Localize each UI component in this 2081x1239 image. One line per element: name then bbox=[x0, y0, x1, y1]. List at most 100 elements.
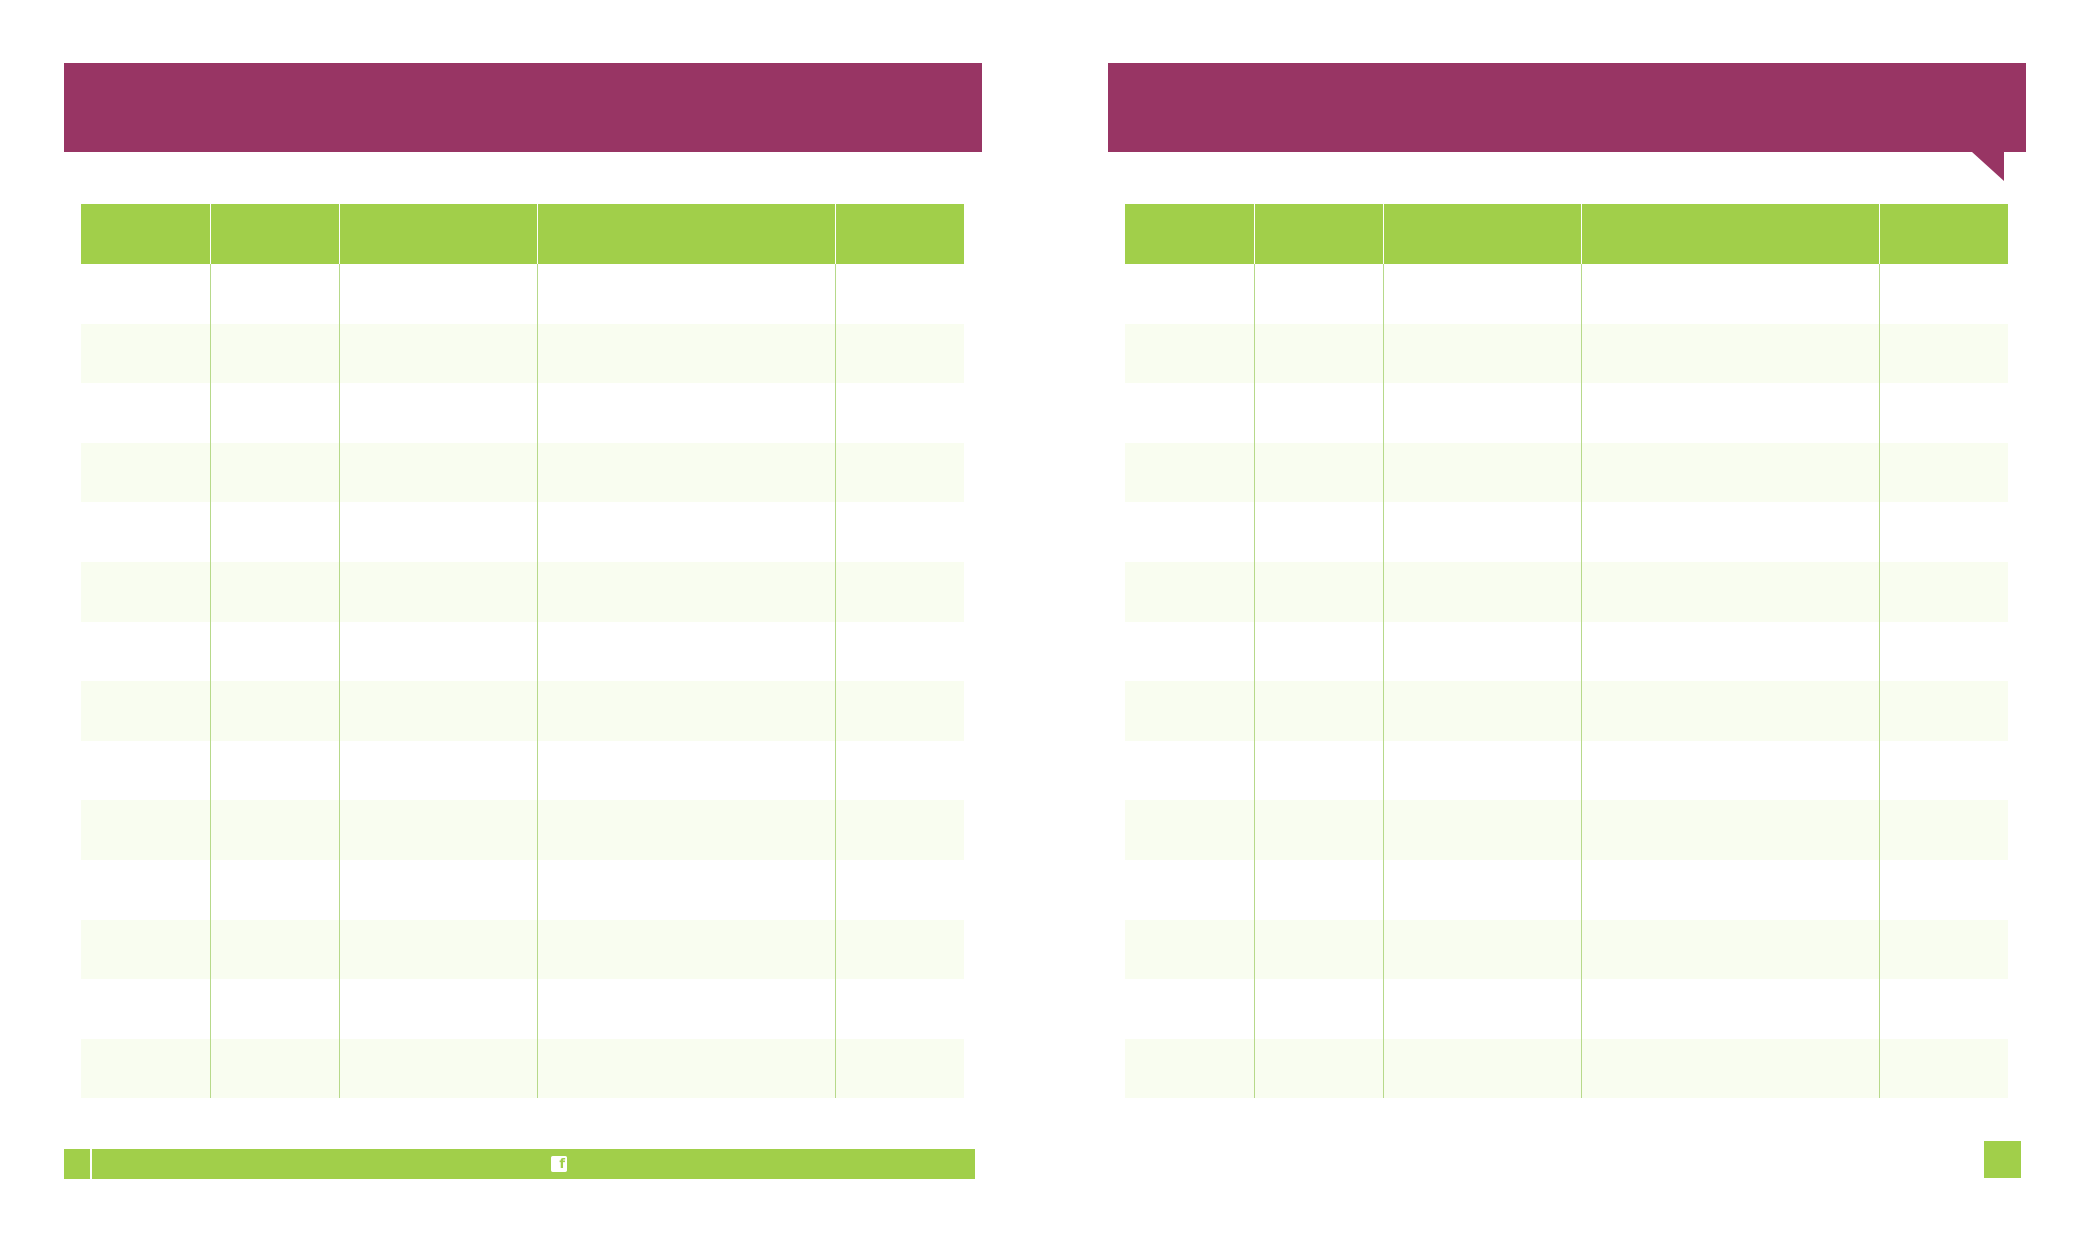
table-cell[interactable] bbox=[536, 740, 835, 801]
table-cell[interactable] bbox=[1253, 323, 1383, 384]
table-cell[interactable] bbox=[1382, 800, 1581, 860]
table-cell[interactable] bbox=[536, 383, 835, 443]
table-cell[interactable] bbox=[834, 621, 964, 682]
table-cell[interactable] bbox=[536, 323, 835, 384]
table-cell[interactable] bbox=[1253, 383, 1383, 443]
table-cell[interactable] bbox=[338, 919, 537, 980]
table-cell[interactable] bbox=[1125, 323, 1254, 384]
table-cell[interactable] bbox=[209, 323, 339, 384]
table-cell[interactable] bbox=[1253, 919, 1383, 980]
table-cell[interactable] bbox=[1382, 502, 1581, 562]
table-cell[interactable] bbox=[338, 740, 537, 801]
table-cell[interactable] bbox=[1580, 502, 1879, 562]
table-cell[interactable] bbox=[1878, 740, 2008, 801]
table-cell[interactable] bbox=[209, 859, 339, 920]
table-cell[interactable] bbox=[536, 561, 835, 622]
table-cell[interactable] bbox=[1253, 502, 1383, 562]
table-cell[interactable] bbox=[536, 264, 835, 324]
table-cell[interactable] bbox=[81, 502, 210, 562]
table-cell[interactable] bbox=[1580, 740, 1879, 801]
table-cell[interactable] bbox=[834, 800, 964, 860]
table-cell[interactable] bbox=[1382, 442, 1581, 503]
table-cell[interactable] bbox=[1878, 859, 2008, 920]
table-cell[interactable] bbox=[209, 442, 339, 503]
table-cell[interactable] bbox=[1580, 681, 1879, 741]
table-cell[interactable] bbox=[1382, 1038, 1581, 1099]
table-cell[interactable] bbox=[1580, 442, 1879, 503]
table-cell[interactable] bbox=[536, 979, 835, 1039]
table-cell[interactable] bbox=[338, 383, 537, 443]
table-cell[interactable] bbox=[834, 859, 964, 920]
table-cell[interactable] bbox=[834, 264, 964, 324]
table-cell[interactable] bbox=[1878, 323, 2008, 384]
table-cell[interactable] bbox=[1580, 1038, 1879, 1099]
table-cell[interactable] bbox=[1878, 979, 2008, 1039]
table-cell[interactable] bbox=[536, 502, 835, 562]
table-cell[interactable] bbox=[1878, 1038, 2008, 1099]
table-cell[interactable] bbox=[209, 740, 339, 801]
table-cell[interactable] bbox=[834, 740, 964, 801]
table-cell[interactable] bbox=[1253, 621, 1383, 682]
table-cell[interactable] bbox=[1253, 561, 1383, 622]
table-cell[interactable] bbox=[1253, 1038, 1383, 1099]
table-cell[interactable] bbox=[1580, 264, 1879, 324]
table-cell[interactable] bbox=[1382, 323, 1581, 384]
table-cell[interactable] bbox=[834, 442, 964, 503]
table-cell[interactable] bbox=[1382, 979, 1581, 1039]
table-cell[interactable] bbox=[1580, 859, 1879, 920]
table-cell[interactable] bbox=[1125, 561, 1254, 622]
table-cell[interactable] bbox=[834, 323, 964, 384]
table-cell[interactable] bbox=[1878, 681, 2008, 741]
table-cell[interactable] bbox=[1253, 859, 1383, 920]
table-cell[interactable] bbox=[834, 383, 964, 443]
table-cell[interactable] bbox=[338, 442, 537, 503]
table-cell[interactable] bbox=[81, 561, 210, 622]
table-cell[interactable] bbox=[81, 860, 210, 920]
table-cell[interactable] bbox=[209, 681, 339, 741]
table-cell[interactable] bbox=[1878, 442, 2008, 503]
table-cell[interactable] bbox=[1125, 383, 1254, 443]
table-cell[interactable] bbox=[1382, 264, 1581, 324]
table-cell[interactable] bbox=[209, 561, 339, 622]
table-cell[interactable] bbox=[834, 1038, 964, 1099]
table-cell[interactable] bbox=[1253, 979, 1383, 1039]
table-cell[interactable] bbox=[1382, 919, 1581, 980]
table-cell[interactable] bbox=[536, 1038, 835, 1099]
table-cell[interactable] bbox=[1253, 800, 1383, 860]
table-cell[interactable] bbox=[1125, 622, 1254, 682]
table-cell[interactable] bbox=[1253, 264, 1383, 324]
table-cell[interactable] bbox=[536, 621, 835, 682]
table-cell[interactable] bbox=[1125, 442, 1254, 503]
table-cell[interactable] bbox=[1382, 621, 1581, 682]
table-cell[interactable] bbox=[536, 800, 835, 860]
table-cell[interactable] bbox=[81, 800, 210, 860]
table-cell[interactable] bbox=[209, 919, 339, 980]
table-cell[interactable] bbox=[1878, 264, 2008, 324]
table-cell[interactable] bbox=[81, 622, 210, 682]
table-cell[interactable] bbox=[1125, 979, 1254, 1039]
table-cell[interactable] bbox=[1580, 979, 1879, 1039]
table-cell[interactable] bbox=[1580, 800, 1879, 860]
table-cell[interactable] bbox=[1125, 502, 1254, 562]
table-cell[interactable] bbox=[209, 621, 339, 682]
table-cell[interactable] bbox=[834, 502, 964, 562]
table-cell[interactable] bbox=[209, 800, 339, 860]
table-cell[interactable] bbox=[536, 859, 835, 920]
table-cell[interactable] bbox=[1878, 502, 2008, 562]
table-cell[interactable] bbox=[81, 979, 210, 1039]
table-cell[interactable] bbox=[338, 681, 537, 741]
table-cell[interactable] bbox=[1878, 561, 2008, 622]
table-cell[interactable] bbox=[1878, 919, 2008, 980]
table-cell[interactable] bbox=[1580, 323, 1879, 384]
table-cell[interactable] bbox=[1580, 621, 1879, 682]
table-cell[interactable] bbox=[81, 741, 210, 801]
table-cell[interactable] bbox=[1253, 681, 1383, 741]
table-cell[interactable] bbox=[536, 919, 835, 980]
table-cell[interactable] bbox=[209, 264, 339, 324]
table-cell[interactable] bbox=[81, 383, 210, 443]
table-cell[interactable] bbox=[338, 264, 537, 324]
table-cell[interactable] bbox=[1125, 681, 1254, 741]
table-cell[interactable] bbox=[834, 561, 964, 622]
table-cell[interactable] bbox=[81, 323, 210, 384]
table-cell[interactable] bbox=[81, 1038, 210, 1099]
